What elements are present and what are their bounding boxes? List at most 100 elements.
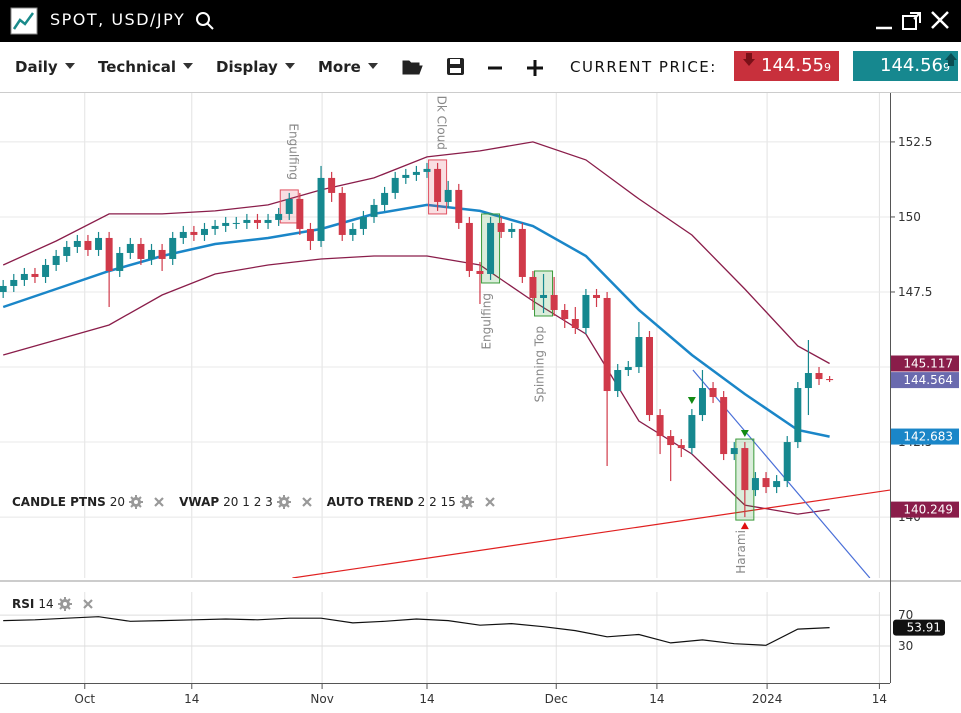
bid-quote[interactable]: 144.559 (734, 51, 839, 81)
settings-icon[interactable] (276, 495, 291, 509)
chart: Engulfing Dk Cloud Engulfing Spinning Top Ha… (0, 93, 961, 706)
candle-body (95, 237, 103, 250)
candle-body (709, 388, 717, 398)
price-panel: Engulfing Dk Cloud Engulfing Spinning Top Ha… (0, 93, 890, 578)
candle-body (698, 388, 706, 416)
search-icon[interactable] (195, 11, 215, 31)
remove-icon[interactable] (301, 496, 313, 508)
candle-body (465, 222, 473, 271)
title-bar: SPOT, USD/JPY (0, 0, 961, 42)
candle-body (804, 373, 812, 389)
candle-body (826, 379, 834, 381)
menu[interactable]: Display (216, 58, 295, 76)
candle-body (52, 255, 60, 265)
candle-body (20, 273, 28, 280)
settings-icon[interactable] (129, 495, 144, 509)
candle-body (243, 219, 251, 223)
ask-quote[interactable]: 144.569 (853, 51, 958, 81)
x-tick-label: 14 (649, 692, 664, 706)
band-tag-label: 145.117 (903, 357, 953, 371)
candle-body (359, 216, 367, 229)
candle-body (31, 273, 39, 277)
remove-icon[interactable] (153, 496, 165, 508)
ask-pip: 9 (943, 61, 950, 74)
candle-body (10, 279, 18, 286)
band-tag (891, 501, 959, 518)
candle-body (338, 192, 346, 235)
candle-body (73, 240, 81, 247)
save-icon[interactable] (447, 58, 464, 75)
indicator-params: 20 1 2 3 (223, 495, 273, 509)
candle-body (105, 237, 113, 271)
close[interactable] (931, 11, 949, 29)
zoom-in[interactable] (527, 60, 543, 76)
candle-body (264, 219, 272, 223)
band-tag-label: 140.249 (903, 503, 953, 517)
signal-arrow (687, 397, 696, 405)
band-tag (891, 355, 959, 372)
candle-body (688, 415, 696, 449)
candle-body (179, 231, 187, 238)
x-tick-label: Oct (74, 692, 95, 706)
menu[interactable]: Technical (98, 58, 193, 76)
candle-body (412, 171, 420, 175)
rsi-legend: RSI 14 (12, 597, 108, 611)
last-price-tag (891, 372, 959, 389)
candle-body (550, 294, 558, 310)
y-tick-label: 150 (898, 210, 921, 224)
pattern-label: Engulfing (286, 123, 300, 180)
rsi-line (3, 616, 830, 646)
settings-icon[interactable] (57, 597, 72, 611)
candle-body (63, 246, 71, 256)
indicator-params: 2 2 15 (417, 495, 456, 509)
pattern-label: Engulfing (480, 293, 494, 350)
remove-icon[interactable] (82, 598, 94, 610)
settings-icon[interactable] (459, 495, 474, 509)
indicator: AUTO TREND 2 2 15 (327, 495, 502, 509)
candle-body (582, 294, 590, 328)
indicator-name: RSI (12, 597, 35, 611)
trend-line (692, 369, 871, 578)
candle-body (253, 219, 261, 223)
candle-body (190, 231, 198, 235)
candle-body (635, 337, 643, 368)
candle-body (328, 177, 336, 193)
remove-icon[interactable] (484, 496, 496, 508)
period-menu[interactable]: Daily (15, 58, 75, 76)
price-label: CURRENT PRICE: (570, 58, 717, 76)
candle-body (518, 228, 526, 277)
popout[interactable] (902, 12, 921, 30)
candle-body (423, 168, 431, 172)
indicator-params: 20 (109, 495, 126, 509)
candle-body (645, 337, 653, 416)
indicator-name: VWAP (179, 495, 220, 509)
candle-body (476, 270, 484, 274)
candle-body (794, 388, 802, 443)
candle-body (624, 367, 632, 371)
candle-body (349, 228, 357, 235)
candle-body (275, 213, 283, 220)
band-tag-label: 142.683 (903, 430, 953, 444)
candle-body (42, 264, 50, 277)
indicator-name: AUTO TREND (326, 495, 414, 509)
candle-body (222, 222, 230, 226)
indicator: RSI 14 (12, 597, 100, 611)
candle-body (169, 237, 177, 259)
x-tick-label: Nov (310, 692, 333, 706)
candle-body (391, 177, 399, 193)
candle-body (306, 228, 314, 241)
candle-body (84, 240, 92, 250)
indicator: VWAP 20 1 2 3 (179, 495, 319, 509)
band-line (2, 203, 830, 438)
toolbar-icons (402, 58, 543, 76)
indicator-legend: CANDLE PTNS 20 VWAP 20 1 2 3 AUTO TREND 2 2 1… (12, 495, 510, 509)
indicator: CANDLE PTNS 20 (12, 495, 171, 509)
candle-body (741, 448, 749, 491)
candle-body (370, 204, 378, 217)
candle-body (381, 192, 389, 205)
band-line (2, 141, 830, 365)
candle-body (667, 436, 675, 446)
open-icon[interactable] (402, 60, 423, 75)
ask-price: 144.56 (880, 55, 943, 76)
menu[interactable]: More (318, 58, 378, 76)
